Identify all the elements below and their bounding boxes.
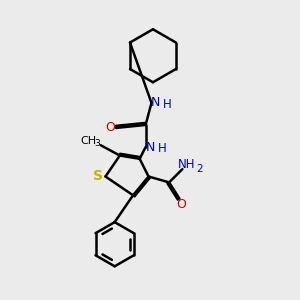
Text: O: O xyxy=(176,198,186,211)
Text: H: H xyxy=(158,142,166,155)
Text: N: N xyxy=(145,141,155,154)
Text: H: H xyxy=(163,98,172,111)
Text: N: N xyxy=(151,96,160,110)
Text: 3: 3 xyxy=(94,139,100,148)
Text: O: O xyxy=(105,121,115,134)
Text: 2: 2 xyxy=(197,164,203,174)
Text: NH: NH xyxy=(178,158,196,171)
Text: CH: CH xyxy=(80,136,96,146)
Text: S: S xyxy=(93,169,103,184)
